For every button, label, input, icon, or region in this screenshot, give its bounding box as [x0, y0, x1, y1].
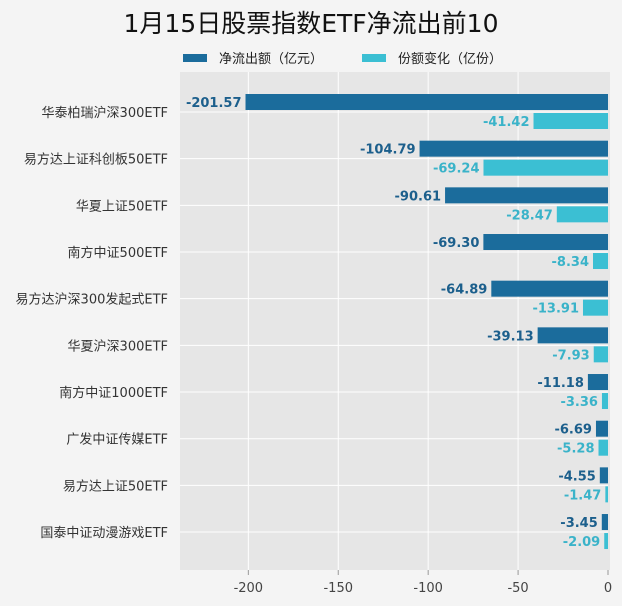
legend-item-net-outflow: 净流出额（亿元）	[183, 48, 323, 67]
share-change-bar	[593, 253, 608, 270]
data-label: -6.69	[554, 423, 591, 438]
share-change-bar	[556, 206, 608, 223]
net-outflow-bar	[419, 140, 608, 157]
x-tick-label: -200	[234, 581, 264, 596]
data-label: -64.89	[441, 283, 488, 298]
data-label: -69.30	[433, 236, 480, 251]
net-outflow-bar	[601, 514, 608, 531]
data-label: -13.91	[532, 302, 579, 317]
net-outflow-bar	[587, 374, 608, 391]
x-tick-label: 0	[604, 581, 612, 596]
share-change-bar	[601, 393, 608, 410]
x-tick-label: -150	[323, 581, 353, 596]
data-label: -2.09	[563, 535, 600, 550]
data-label: -39.13	[487, 329, 534, 344]
net-outflow-bar	[595, 420, 608, 437]
net-outflow-bar	[245, 94, 609, 110]
data-label: -3.45	[560, 516, 597, 531]
category-label: 易方达上证科创板50ETF	[24, 152, 168, 168]
net-outflow-bar	[483, 234, 608, 251]
share-change-bar	[604, 533, 608, 550]
category-label: 广发中证传媒ETF	[66, 432, 168, 448]
category-label: 华夏沪深300ETF	[68, 338, 168, 354]
net-outflow-bar	[599, 467, 608, 484]
net-outflow-bar	[445, 187, 608, 204]
legend-label: 净流出额（亿元）	[219, 52, 324, 67]
net-outflow-bar	[491, 280, 608, 297]
share-change-bar	[598, 439, 608, 456]
share-change-bar	[605, 486, 608, 503]
share-change-bar	[582, 299, 608, 316]
category-label: 易方达上证50ETF	[63, 478, 168, 494]
category-label: 易方达沪深300发起式ETF	[16, 292, 168, 308]
category-label: 国泰中证动漫游戏ETF	[40, 526, 168, 541]
legend-item-share-change: 份额变化（亿份）	[362, 48, 502, 67]
data-label: -201.57	[186, 96, 242, 111]
category-label: 南方中证1000ETF	[59, 385, 168, 401]
chart-title: 1月15日股票指数ETF净流出前10	[123, 9, 499, 38]
data-label: -41.42	[483, 115, 530, 130]
share-change-bar	[533, 113, 608, 129]
data-label: -8.34	[552, 255, 589, 270]
legend-swatch	[362, 53, 386, 62]
category-label: 南方中证500ETF	[68, 245, 168, 261]
legend-label: 份额变化（亿份）	[398, 52, 503, 67]
share-change-bar	[593, 346, 608, 363]
data-label: -7.93	[552, 348, 589, 363]
data-label: -1.47	[564, 488, 601, 503]
x-tick-label: -50	[507, 581, 528, 596]
data-label: -11.18	[537, 376, 584, 391]
data-label: -28.47	[506, 208, 553, 223]
data-label: -5.28	[557, 442, 594, 457]
share-change-bar	[483, 159, 608, 176]
data-label: -4.55	[558, 469, 595, 484]
data-label: -90.61	[395, 189, 442, 204]
net-outflow-bar	[537, 327, 608, 344]
data-label: -69.24	[433, 162, 480, 177]
category-label: 华夏上证50ETF	[76, 199, 168, 214]
data-label: -3.36	[560, 395, 597, 410]
category-label: 华泰柏瑞沪深300ETF	[42, 105, 168, 121]
legend-swatch	[183, 53, 207, 62]
x-tick-label: -100	[413, 581, 443, 596]
data-label: -104.79	[360, 143, 416, 158]
